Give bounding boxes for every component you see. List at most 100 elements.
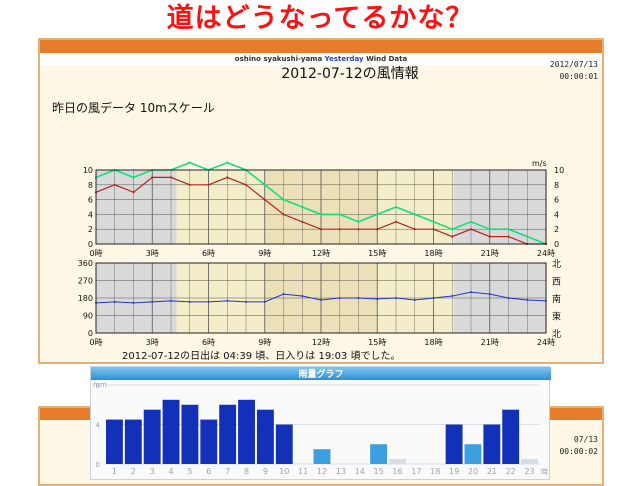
panel-time: 00:00:01 <box>559 72 598 81</box>
speed-series <box>94 161 548 246</box>
rain-bar <box>502 409 520 464</box>
subtitle-tail: Wind Data <box>366 55 408 63</box>
night-shade-evening <box>454 170 546 244</box>
rain-bar <box>238 399 255 464</box>
direction-point <box>113 300 116 303</box>
rain-x-tick-label: 6 <box>206 467 211 476</box>
mean-point <box>338 228 341 231</box>
y-tick-label-left: 6 <box>88 196 93 205</box>
direction-point <box>301 295 304 298</box>
direction-point <box>488 293 491 296</box>
x-tick-label: 6時 <box>202 338 215 347</box>
rain-x-tick-label: 23 <box>524 467 534 476</box>
direction-point <box>226 299 229 302</box>
direction-point <box>338 297 341 299</box>
rain-x-tick-label: 16 <box>392 467 402 476</box>
y-tick-label-left: 0 <box>88 329 93 338</box>
rain-bar <box>124 419 142 464</box>
gust-point <box>432 220 435 223</box>
x-tick-label: 15時 <box>368 338 386 347</box>
rain-bar <box>256 409 274 464</box>
mean-point <box>282 213 285 216</box>
mean-point <box>507 235 510 238</box>
rain-x-tick-label: 18 <box>430 467 440 476</box>
rain-bar <box>106 419 123 464</box>
second-panel-date: 07/13 <box>573 435 598 444</box>
gust-point <box>338 213 341 216</box>
gust-point <box>376 213 379 216</box>
y-tick-label-left: 8 <box>88 181 93 190</box>
subtitle-yesterday: Yesterday <box>324 55 364 63</box>
rain-y-tick-label: 0 <box>96 461 100 469</box>
rain-x-tick-label: 10 <box>279 467 289 476</box>
y-tick-label-right: 10 <box>554 166 564 175</box>
mean-point <box>357 228 360 231</box>
direction-point <box>207 300 210 303</box>
x-tick-label: 9時 <box>258 249 271 258</box>
gust-point <box>507 228 510 231</box>
mean-point <box>188 183 191 186</box>
mean-point <box>432 228 435 231</box>
rain-x-tick-label: 21 <box>487 467 497 476</box>
compass-tick-label: 北 <box>552 329 561 340</box>
compass-tick-label: 南 <box>552 293 561 305</box>
direction-point <box>151 300 154 303</box>
rain-bar <box>219 404 237 464</box>
rain-bar <box>143 409 161 464</box>
mean-point <box>488 235 491 238</box>
rain-x-tick-label: 9 <box>263 467 268 476</box>
x-tick-label: 18時 <box>424 249 442 258</box>
rain-x-tick-label: 22 <box>506 467 516 476</box>
x-tick-label: 12時 <box>312 249 330 258</box>
gust-point <box>469 220 473 223</box>
speed-axes: 0 0 2 2 4 4 6 6 8 8 10 10 0時 3時 6時 9時 12時 15時 18時 21時 24時 <box>83 166 564 258</box>
rain-x-tick-label: 17 <box>411 467 421 476</box>
rain-y-tick-label: 4 <box>96 422 101 430</box>
mean-point <box>301 220 304 223</box>
direction-point <box>376 297 379 300</box>
panel-date: 2012/07/13 <box>550 60 598 69</box>
rain-bar <box>162 399 180 464</box>
x-tick-label: 6時 <box>202 249 215 258</box>
gust-point <box>413 213 416 216</box>
direction-point <box>470 291 472 294</box>
mean-point <box>151 176 154 179</box>
direction-point <box>432 297 435 299</box>
rain-unit-label: mm <box>93 381 107 389</box>
mean-point <box>132 191 135 194</box>
rain-bar <box>483 424 501 464</box>
x-tick-label: 3時 <box>146 338 159 347</box>
gust-point <box>282 198 285 201</box>
x-tick-label: 3時 <box>146 249 159 258</box>
y-tick-label-right: 2 <box>554 225 559 234</box>
rain-y-tick-label: 8 <box>96 382 100 390</box>
mean-point <box>376 228 379 231</box>
direction-point <box>132 301 135 304</box>
rain-bar <box>313 449 331 464</box>
gust-point <box>526 235 529 238</box>
speed-frame <box>95 169 547 245</box>
compass-tick-label: 西 <box>552 277 561 288</box>
mean-point <box>319 228 323 231</box>
sun-note: 2012-07-12の日出は 04:39 頃、日入りは 19:03 頃でした。 <box>122 349 400 362</box>
direction-point <box>507 297 510 299</box>
headline-banner: 道はどうなってるかな？ <box>166 3 474 34</box>
mean-point <box>263 198 266 201</box>
x-tick-label: 0時 <box>89 338 102 347</box>
gust-point <box>226 161 229 164</box>
y-tick-label-left: 4 <box>88 210 93 219</box>
night-shade-morning <box>96 170 177 244</box>
mean-point <box>469 228 473 231</box>
y-tick-label-left: 180 <box>78 294 93 303</box>
mean-point <box>413 228 416 231</box>
y-tick-label-left: 270 <box>78 277 93 286</box>
subtitle-location: oshino syakushi-yama <box>234 55 323 63</box>
rain-x-tick-label: 12 <box>317 467 327 476</box>
x-tick-label: 18時 <box>424 338 442 347</box>
gust-point <box>319 213 323 216</box>
direction-point <box>526 298 529 301</box>
rain-x-tick-label: 5 <box>187 467 192 476</box>
x-tick-label: 9時 <box>258 338 271 347</box>
